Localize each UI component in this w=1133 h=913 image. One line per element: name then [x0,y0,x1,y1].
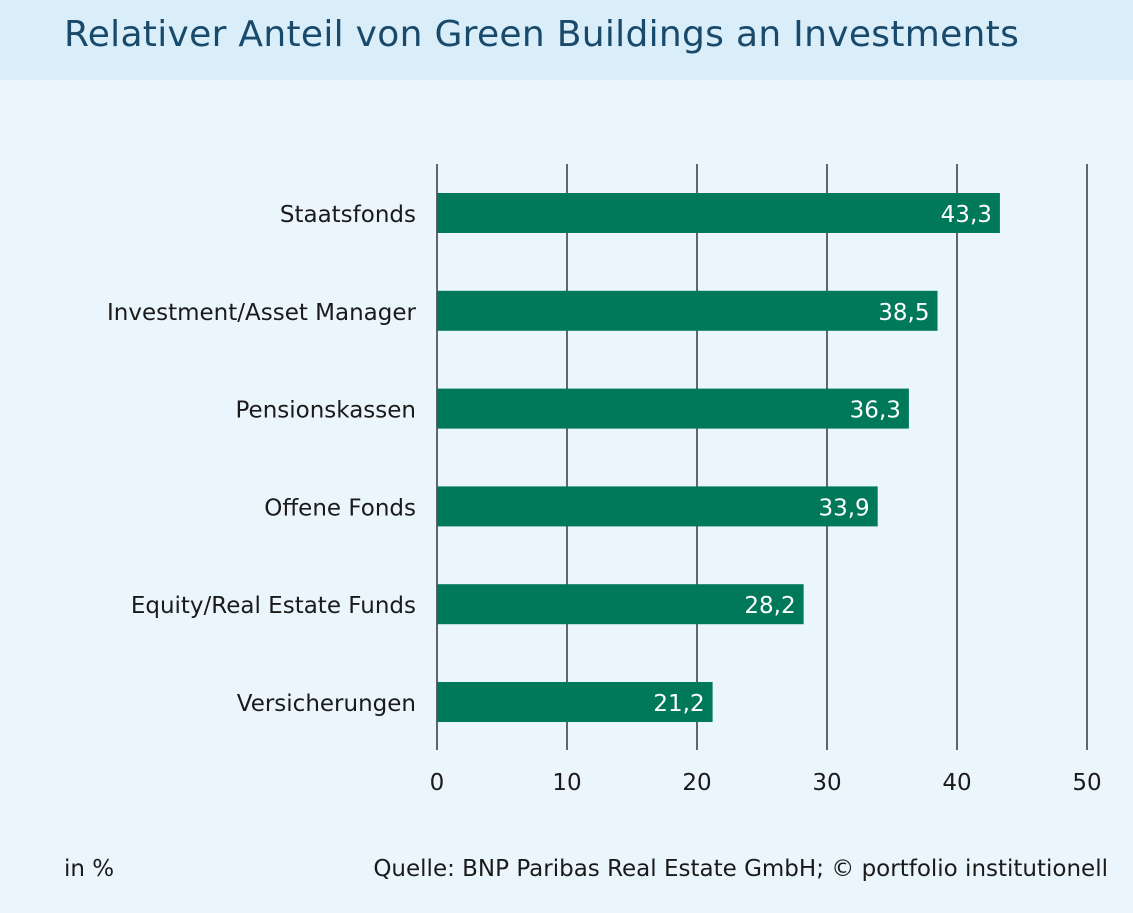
x-tick-label: 40 [942,770,971,796]
category-label: Staatsfonds [280,202,416,228]
bar [437,584,804,625]
category-label: Pensionskassen [236,398,417,424]
title-banner: Relativer Anteil von Green Buildings an … [0,0,1133,80]
bar-value-label: 36,3 [850,398,901,424]
bar-value-label: 28,2 [744,593,795,619]
bar [437,682,713,722]
category-label: Investment/Asset Manager [107,300,417,326]
x-tick-label: 50 [1072,770,1101,796]
x-tick-label: 30 [812,770,841,796]
unit-note: in % [64,856,115,882]
source-note: Quelle: BNP Paribas Real Estate GmbH; © … [373,856,1108,882]
bar-value-label: 33,9 [818,495,869,521]
bar [437,290,938,331]
category-label: Offene Fonds [264,495,416,521]
x-tick-label: 20 [682,770,711,796]
bar-value-label: 43,3 [941,202,992,228]
x-tick-label: 10 [552,770,581,796]
bar-value-label: 38,5 [878,300,929,326]
x-tick-label: 0 [430,770,445,796]
category-label: Versicherungen [237,691,416,717]
category-label: Equity/Real Estate Funds [131,593,416,619]
bar [437,486,878,527]
chart-title: Relativer Anteil von Green Buildings an … [64,14,1020,55]
bar [437,388,909,429]
bar-value-label: 21,2 [653,691,704,717]
bar [437,193,1000,233]
